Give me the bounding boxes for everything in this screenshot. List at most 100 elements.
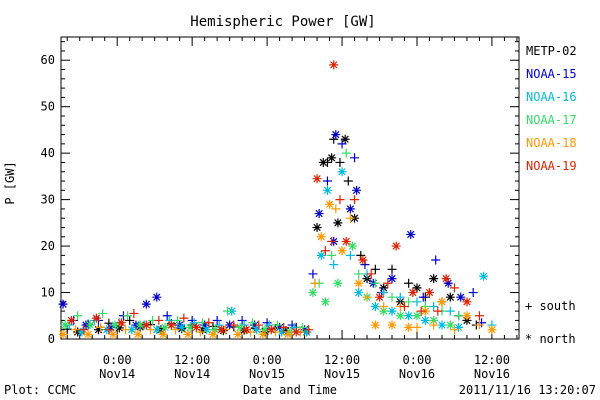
north-marker xyxy=(479,271,489,281)
south-marker xyxy=(335,195,345,205)
north-marker xyxy=(60,320,70,330)
north-marker xyxy=(387,306,397,316)
north-marker xyxy=(331,130,341,140)
north-marker xyxy=(108,329,118,339)
south-marker xyxy=(379,288,389,298)
south-marker xyxy=(310,278,320,288)
y-axis-label: P [GW] xyxy=(3,161,17,204)
north-marker xyxy=(420,315,430,325)
north-marker xyxy=(354,278,364,288)
north-marker xyxy=(83,329,93,339)
north-marker xyxy=(166,320,176,330)
footer-credit: Plot: CCMC xyxy=(4,383,76,397)
south-marker xyxy=(96,322,106,332)
south-marker xyxy=(162,311,172,321)
north-marker xyxy=(341,236,351,246)
south-marker xyxy=(331,204,341,214)
north-marker xyxy=(77,327,87,337)
x-tick-time-label: 0:00 xyxy=(253,353,282,367)
north-marker xyxy=(152,325,162,335)
north-marker xyxy=(387,320,397,330)
south-marker xyxy=(416,306,426,316)
south-marker xyxy=(345,250,355,260)
y-tick-label: 0 xyxy=(48,332,55,346)
north-marker xyxy=(404,311,414,321)
north-marker xyxy=(106,322,116,332)
marker-legend-south: + south xyxy=(525,299,576,313)
north-marker xyxy=(340,134,350,144)
north-marker xyxy=(266,325,276,335)
north-marker xyxy=(462,297,472,307)
south-marker xyxy=(129,308,139,318)
north-marker xyxy=(91,313,101,323)
north-marker xyxy=(235,322,245,332)
north-marker xyxy=(445,320,455,330)
south-marker xyxy=(237,315,247,325)
north-marker xyxy=(133,329,143,339)
y-axis: 0 10 20 30 40 50 60 xyxy=(41,41,519,346)
y-tick-label: 30 xyxy=(41,193,55,207)
north-marker xyxy=(241,325,251,335)
south-marker xyxy=(71,325,81,335)
data-points xyxy=(58,60,497,339)
x-tick-time-label: 0:00 xyxy=(403,353,432,367)
x-tick-date-label: Nov14 xyxy=(99,367,135,381)
south-marker xyxy=(327,250,337,260)
south-marker xyxy=(449,283,459,293)
north-marker xyxy=(441,274,451,284)
north-marker xyxy=(395,311,405,321)
south-marker xyxy=(179,313,189,323)
south-marker xyxy=(254,320,264,330)
north-marker xyxy=(66,315,76,325)
south-marker xyxy=(429,301,439,311)
south-marker xyxy=(350,153,360,163)
north-marker xyxy=(218,326,228,336)
x-tick-date-label: Nov16 xyxy=(399,367,435,381)
south-marker xyxy=(304,325,314,335)
south-marker xyxy=(187,315,197,325)
south-marker xyxy=(79,325,89,335)
north-marker xyxy=(85,320,95,330)
north-marker xyxy=(314,209,324,219)
legend: METP-02 NOAA-15 NOAA-16 NOAA-17 NOAA-18 NOAA-… xyxy=(526,44,577,173)
north-marker xyxy=(370,320,380,330)
north-marker xyxy=(308,288,318,298)
north-marker xyxy=(93,325,103,335)
legend-entry: METP-02 xyxy=(526,44,577,58)
x-tick-time-label: 0:00 xyxy=(103,353,132,367)
north-marker xyxy=(312,174,322,184)
north-marker xyxy=(456,292,466,302)
north-marker xyxy=(391,241,401,251)
south-marker xyxy=(449,325,459,335)
marker-legend-north: * north xyxy=(525,332,576,346)
north-marker xyxy=(387,274,397,284)
south-marker xyxy=(350,195,360,205)
north-marker xyxy=(183,329,193,339)
north-marker xyxy=(404,322,414,332)
south-marker xyxy=(195,327,205,337)
north-marker xyxy=(358,255,368,265)
legend-entry: NOAA-19 xyxy=(526,159,577,173)
south-marker xyxy=(123,311,133,321)
footer-timestamp: 2011/11/16 13:20:07 xyxy=(459,383,596,397)
south-marker xyxy=(366,269,376,279)
y-tick-label: 50 xyxy=(41,100,55,114)
south-marker xyxy=(322,176,332,186)
south-marker xyxy=(146,325,156,335)
north-marker xyxy=(354,288,364,298)
north-marker xyxy=(177,322,187,332)
north-marker xyxy=(445,292,455,302)
south-marker xyxy=(229,320,239,330)
south-marker xyxy=(370,278,380,288)
north-marker xyxy=(141,320,151,330)
north-marker xyxy=(347,241,357,251)
north-marker xyxy=(135,320,145,330)
north-marker xyxy=(116,318,126,328)
north-marker xyxy=(58,329,68,339)
south-marker xyxy=(171,325,180,335)
legend-entry: NOAA-17 xyxy=(526,113,577,127)
north-marker xyxy=(233,329,243,339)
south-marker xyxy=(429,320,439,330)
north-marker xyxy=(412,283,422,293)
